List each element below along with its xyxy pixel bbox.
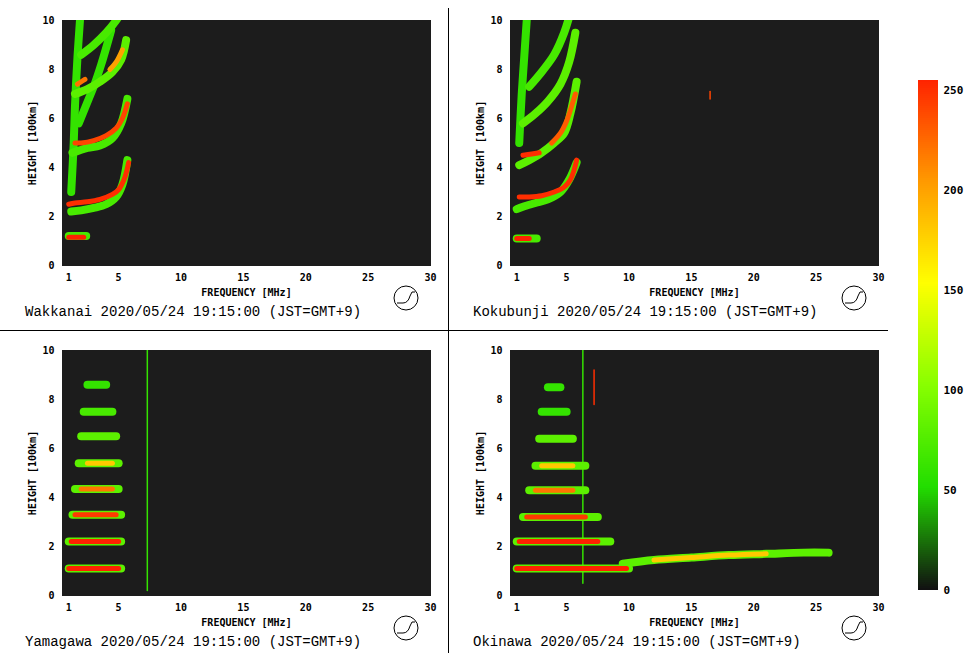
svg-text:10: 10 [42,15,54,26]
svg-text:8: 8 [496,394,502,405]
svg-text:4: 4 [496,162,502,173]
svg-text:25: 25 [362,602,374,613]
svg-text:5: 5 [564,272,570,283]
svg-text:10: 10 [175,272,187,283]
svg-text:6: 6 [496,113,502,124]
svg-text:FREQUENCY [MHz]: FREQUENCY [MHz] [649,287,739,298]
svg-text:0: 0 [48,260,54,271]
svg-text:20: 20 [300,272,312,283]
svg-text:0: 0 [496,260,502,271]
svg-text:HEIGHT [100km]: HEIGHT [100km] [27,101,38,185]
svg-text:2: 2 [48,211,54,222]
svg-text:8: 8 [48,394,54,405]
svg-text:25: 25 [810,272,822,283]
html-text:Wakkanai 2020/05/24 19:15:00 (: Wakkanai 2020/05/24 19:15:00 (JST=GMT+9) [25,304,362,320]
svg-text:20: 20 [748,602,760,613]
svg-text:15: 15 [237,602,249,613]
html-text:Kokubunji 2020/05/24 19:15:00: Kokubunji 2020/05/24 19:15:00 (JST=GMT+9… [473,304,818,320]
html-text:Yamagawa 2020/05/24 19:15:00 (: Yamagawa 2020/05/24 19:15:00 (JST=GMT+9) [25,634,362,650]
svg-text:4: 4 [496,492,502,503]
svg-text:0: 0 [944,584,951,597]
svg-text:2: 2 [496,541,502,552]
svg-text:10: 10 [42,345,54,356]
svg-text:8: 8 [496,64,502,75]
svg-text:10: 10 [623,272,635,283]
svg-text:200: 200 [944,184,964,197]
svg-text:6: 6 [496,443,502,454]
svg-text:FREQUENCY [MHz]: FREQUENCY [MHz] [649,617,739,628]
svg-text:HEIGHT [100km]: HEIGHT [100km] [475,101,486,185]
svg-text:10: 10 [623,602,635,613]
svg-text:10: 10 [490,345,502,356]
svg-text:10: 10 [490,15,502,26]
svg-text:15: 15 [685,272,697,283]
svg-text:30: 30 [424,602,436,613]
svg-text:1: 1 [66,602,72,613]
svg-text:FREQUENCY [MHz]: FREQUENCY [MHz] [201,287,291,298]
svg-text:20: 20 [300,602,312,613]
svg-text:HEIGHT [100km]: HEIGHT [100km] [27,431,38,515]
svg-text:50: 50 [944,484,957,497]
svg-text:10: 10 [175,602,187,613]
svg-text:0: 0 [48,590,54,601]
svg-text:4: 4 [48,492,54,503]
svg-text:FREQUENCY [MHz]: FREQUENCY [MHz] [201,617,291,628]
svg-text:30: 30 [872,602,884,613]
svg-text:1: 1 [514,272,520,283]
svg-text:8: 8 [48,64,54,75]
svg-text:25: 25 [362,272,374,283]
svg-text:5: 5 [116,272,122,283]
html-text:Okinawa 2020/05/24 19:15:00 (J: Okinawa 2020/05/24 19:15:00 (JST=GMT+9) [473,634,801,650]
svg-text:30: 30 [424,272,436,283]
svg-text:25: 25 [810,602,822,613]
svg-text:2: 2 [48,541,54,552]
svg-text:0: 0 [496,590,502,601]
svg-text:HEIGHT [100km]: HEIGHT [100km] [475,431,486,515]
svg-text:250: 250 [944,84,964,97]
svg-text:6: 6 [48,443,54,454]
svg-text:15: 15 [685,602,697,613]
svg-text:2: 2 [496,211,502,222]
svg-text:30: 30 [872,272,884,283]
svg-text:20: 20 [748,272,760,283]
svg-text:1: 1 [514,602,520,613]
svg-text:6: 6 [48,113,54,124]
svg-text:4: 4 [48,162,54,173]
svg-text:15: 15 [237,272,249,283]
svg-text:5: 5 [116,602,122,613]
svg-text:5: 5 [564,602,570,613]
svg-text:100: 100 [944,384,964,397]
svg-text:150: 150 [944,284,964,297]
svg-text:1: 1 [66,272,72,283]
